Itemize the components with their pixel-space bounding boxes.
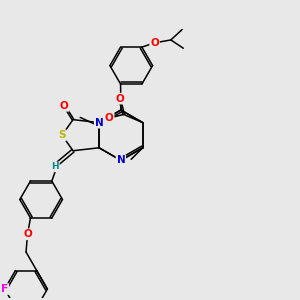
Text: O: O <box>23 229 32 239</box>
Text: S: S <box>58 130 66 140</box>
Text: F: F <box>1 284 8 294</box>
Text: N: N <box>95 118 103 128</box>
Text: O: O <box>60 101 69 111</box>
Text: O: O <box>115 94 124 103</box>
Text: O: O <box>105 113 114 123</box>
Text: N: N <box>116 155 125 165</box>
Text: O: O <box>150 38 159 48</box>
Text: H: H <box>51 162 59 171</box>
